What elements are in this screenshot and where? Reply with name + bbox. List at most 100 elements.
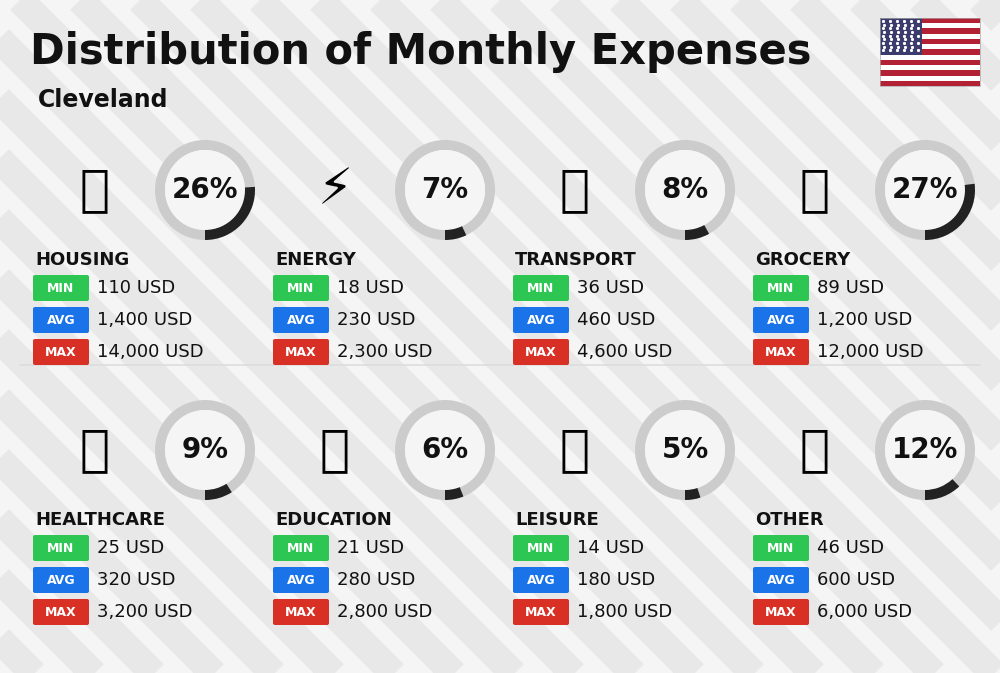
Text: ENERGY: ENERGY <box>275 251 356 269</box>
Text: MIN: MIN <box>767 281 795 295</box>
Text: AVG: AVG <box>47 314 75 326</box>
Text: MAX: MAX <box>45 606 77 618</box>
Text: 14 USD: 14 USD <box>577 539 644 557</box>
Wedge shape <box>635 140 735 240</box>
Text: OTHER: OTHER <box>755 511 824 529</box>
Text: 8%: 8% <box>661 176 709 204</box>
Text: 12%: 12% <box>892 436 958 464</box>
Wedge shape <box>445 226 466 240</box>
Text: AVG: AVG <box>527 573 555 586</box>
FancyBboxPatch shape <box>880 49 980 55</box>
Wedge shape <box>155 140 255 240</box>
FancyBboxPatch shape <box>753 339 809 365</box>
FancyBboxPatch shape <box>880 75 980 81</box>
Text: 27%: 27% <box>892 176 958 204</box>
Text: 9%: 9% <box>182 436 228 464</box>
Wedge shape <box>205 187 255 240</box>
Text: MIN: MIN <box>527 542 555 555</box>
Text: 26%: 26% <box>172 176 238 204</box>
Text: 🚌: 🚌 <box>560 166 590 214</box>
Text: 230 USD: 230 USD <box>337 311 416 329</box>
Circle shape <box>165 150 245 230</box>
Text: AVG: AVG <box>767 573 795 586</box>
Text: MAX: MAX <box>285 606 317 618</box>
Text: MIN: MIN <box>287 281 315 295</box>
Text: HEALTHCARE: HEALTHCARE <box>35 511 165 529</box>
FancyBboxPatch shape <box>880 44 980 49</box>
Text: AVG: AVG <box>767 314 795 326</box>
Text: 7%: 7% <box>421 176 469 204</box>
Wedge shape <box>155 400 255 500</box>
Text: 🛒: 🛒 <box>800 166 830 214</box>
FancyBboxPatch shape <box>880 18 980 24</box>
Wedge shape <box>875 400 975 500</box>
Text: MAX: MAX <box>765 345 797 359</box>
Text: 💰: 💰 <box>800 426 830 474</box>
FancyBboxPatch shape <box>513 535 569 561</box>
Text: MAX: MAX <box>525 606 557 618</box>
FancyBboxPatch shape <box>33 307 89 333</box>
FancyBboxPatch shape <box>273 567 329 593</box>
Text: 1,400 USD: 1,400 USD <box>97 311 192 329</box>
Circle shape <box>645 410 725 490</box>
FancyBboxPatch shape <box>880 81 980 86</box>
FancyBboxPatch shape <box>880 65 980 70</box>
Circle shape <box>885 150 965 230</box>
Text: 18 USD: 18 USD <box>337 279 404 297</box>
FancyBboxPatch shape <box>33 599 89 625</box>
FancyBboxPatch shape <box>753 567 809 593</box>
Text: 36 USD: 36 USD <box>577 279 644 297</box>
Text: AVG: AVG <box>287 314 315 326</box>
FancyBboxPatch shape <box>33 535 89 561</box>
Text: AVG: AVG <box>287 573 315 586</box>
Circle shape <box>165 410 245 490</box>
FancyBboxPatch shape <box>880 28 980 34</box>
Text: AVG: AVG <box>47 573 75 586</box>
Text: 600 USD: 600 USD <box>817 571 895 589</box>
FancyBboxPatch shape <box>33 567 89 593</box>
Wedge shape <box>685 225 709 240</box>
Text: 46 USD: 46 USD <box>817 539 884 557</box>
FancyBboxPatch shape <box>753 275 809 301</box>
Text: AVG: AVG <box>527 314 555 326</box>
Text: MAX: MAX <box>285 345 317 359</box>
Wedge shape <box>205 484 232 500</box>
Text: MAX: MAX <box>525 345 557 359</box>
Wedge shape <box>445 487 463 500</box>
Text: 89 USD: 89 USD <box>817 279 884 297</box>
Text: 🫀: 🫀 <box>80 426 110 474</box>
Text: MAX: MAX <box>765 606 797 618</box>
FancyBboxPatch shape <box>273 339 329 365</box>
Text: MIN: MIN <box>47 281 75 295</box>
FancyBboxPatch shape <box>273 535 329 561</box>
Text: 4,600 USD: 4,600 USD <box>577 343 672 361</box>
FancyBboxPatch shape <box>33 275 89 301</box>
Text: Cleveland: Cleveland <box>38 88 168 112</box>
Text: ⚡: ⚡ <box>317 166 353 214</box>
Text: 🛍️: 🛍️ <box>560 426 590 474</box>
FancyBboxPatch shape <box>513 339 569 365</box>
Text: 280 USD: 280 USD <box>337 571 415 589</box>
FancyBboxPatch shape <box>880 70 980 75</box>
FancyBboxPatch shape <box>513 599 569 625</box>
Text: 1,200 USD: 1,200 USD <box>817 311 912 329</box>
Wedge shape <box>635 400 735 500</box>
Text: 2,800 USD: 2,800 USD <box>337 603 432 621</box>
FancyBboxPatch shape <box>513 307 569 333</box>
Text: 25 USD: 25 USD <box>97 539 164 557</box>
Circle shape <box>645 150 725 230</box>
FancyBboxPatch shape <box>880 60 980 65</box>
Text: 180 USD: 180 USD <box>577 571 655 589</box>
FancyBboxPatch shape <box>513 275 569 301</box>
Text: 12,000 USD: 12,000 USD <box>817 343 924 361</box>
Text: MIN: MIN <box>47 542 75 555</box>
Text: GROCERY: GROCERY <box>755 251 850 269</box>
Wedge shape <box>395 140 495 240</box>
Text: MIN: MIN <box>527 281 555 295</box>
Text: 🏢: 🏢 <box>80 166 110 214</box>
FancyBboxPatch shape <box>753 307 809 333</box>
Text: 460 USD: 460 USD <box>577 311 655 329</box>
FancyBboxPatch shape <box>33 339 89 365</box>
FancyBboxPatch shape <box>880 34 980 39</box>
FancyBboxPatch shape <box>880 39 980 44</box>
